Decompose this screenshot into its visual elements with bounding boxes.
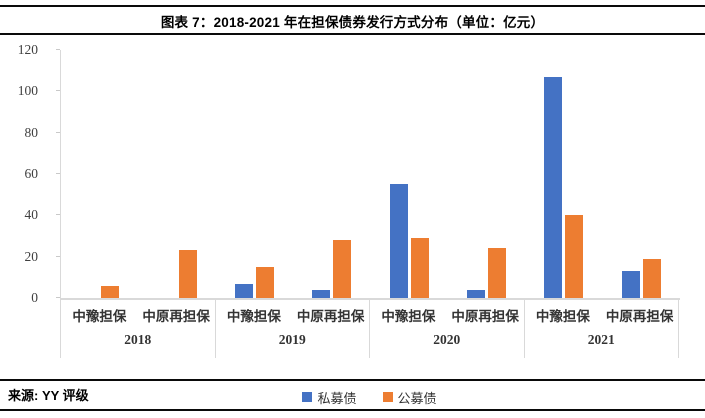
bar-group-2020 (371, 50, 526, 298)
y-tick-mark (56, 173, 60, 174)
category-label-row: 中豫担保 中原再担保 (525, 300, 679, 330)
category-label-row: 中豫担保 中原再担保 (370, 300, 524, 330)
y-tick-mark (56, 214, 60, 216)
y-tick-mark (56, 255, 60, 257)
category-slot-2018-1 (61, 50, 138, 298)
y-tick-mark (56, 297, 60, 298)
y-tick-label-100: 100 (17, 83, 38, 99)
bar-public-2018-1 (101, 285, 120, 298)
axis-label-group-2021: 中豫担保 中原再担保 2021 (525, 300, 679, 358)
bar-public-2019-2 (333, 240, 352, 298)
plot-area (60, 50, 680, 300)
y-tick-mark (56, 131, 60, 133)
category-slot-2019-1 (216, 50, 293, 298)
bar-group-2019 (216, 50, 371, 298)
y-tick-label-80: 80 (24, 124, 39, 140)
year-label-2019: 2019 (278, 332, 306, 347)
category-label: 中原再担保 (451, 309, 519, 324)
bar-public-2021-1 (565, 215, 584, 298)
legend-label: 公募债 (397, 390, 437, 406)
title-top-rule (0, 5, 705, 7)
category-slot-2021-1 (525, 50, 602, 298)
category-label: 中豫担保 (226, 309, 281, 324)
legend-swatch-icon (302, 392, 313, 402)
category-label: 中豫担保 (381, 309, 436, 324)
bar-private-2019-2 (312, 289, 331, 298)
bars-row (61, 50, 680, 298)
bar-private-2019-1 (234, 283, 253, 298)
category-label-row: 中豫担保 中原再担保 (61, 300, 215, 330)
chart-title: 图表 7：2018-2021 年在担保债券发行方式分布（单位：亿元） (160, 15, 545, 30)
source-note: 来源: YY 评级 (8, 388, 89, 403)
footer-top-rule (0, 379, 705, 381)
category-label: 中原再担保 (296, 309, 365, 324)
category-label: 中豫担保 (535, 309, 590, 324)
bar-public-2020-2 (488, 248, 507, 298)
bar-private-2021-1 (544, 76, 563, 298)
bar-private-2020-1 (389, 184, 408, 298)
legend-item-public: 公募债 (382, 388, 437, 407)
bar-group-2021 (525, 50, 680, 298)
year-label-2021: 2021 (587, 332, 615, 347)
y-tick-label-120: 120 (17, 42, 38, 57)
title-bottom-rule (0, 33, 705, 35)
legend-label: 私募债 (317, 390, 357, 406)
category-label: 中原再担保 (142, 309, 210, 324)
bar-public-2020-1 (410, 238, 429, 298)
axis-label-group-2018: 中豫担保 中原再担保 2018 (60, 300, 216, 358)
y-tick-mark (56, 90, 60, 92)
y-axis-labels: 0 20 40 60 80 100 120 (0, 43, 60, 305)
year-label-2018: 2018 (124, 332, 152, 347)
category-slot-2020-1 (371, 50, 448, 298)
category-label: 中豫担保 (72, 309, 127, 324)
y-tick-mark (56, 49, 60, 50)
category-slot-2019-2 (293, 50, 370, 298)
bar-public-2019-1 (255, 267, 274, 298)
chart-region: 0 20 40 60 80 100 120 中豫担保 中原再担保 2018 中豫担保 中原再担保 20… (0, 40, 705, 406)
y-tick-label-40: 40 (24, 207, 39, 223)
y-tick-label-20: 20 (24, 248, 39, 264)
category-label-row: 中豫担保 中原再担保 (216, 300, 370, 330)
footer-bottom-rule (0, 409, 705, 411)
bar-private-2020-2 (467, 289, 486, 298)
bar-private-2021-2 (621, 271, 640, 298)
category-axis: 中豫担保 中原再担保 2018 中豫担保 中原再担保 2019 中豫担保 中原再担保 2020 中… (60, 300, 679, 358)
category-slot-2021-2 (603, 50, 680, 298)
bar-group-2018 (61, 50, 216, 298)
category-slot-2018-2 (138, 50, 215, 298)
y-tick-label-60: 60 (24, 166, 39, 181)
bar-public-2018-2 (178, 250, 197, 298)
y-tick-label-0: 0 (31, 290, 38, 305)
axis-label-group-2020: 中豫担保 中原再担保 2020 (370, 300, 525, 358)
category-label: 中原再担保 (605, 309, 674, 324)
legend-swatch-icon (382, 392, 393, 402)
axis-label-group-2019: 中豫担保 中原再担保 2019 (216, 300, 370, 358)
chart-legend: 私募债 公募债 (60, 388, 679, 406)
bar-public-2021-2 (642, 258, 661, 298)
legend-item-private: 私募债 (302, 388, 357, 407)
category-slot-2020-2 (448, 50, 525, 298)
year-label-2020: 2020 (433, 332, 461, 347)
